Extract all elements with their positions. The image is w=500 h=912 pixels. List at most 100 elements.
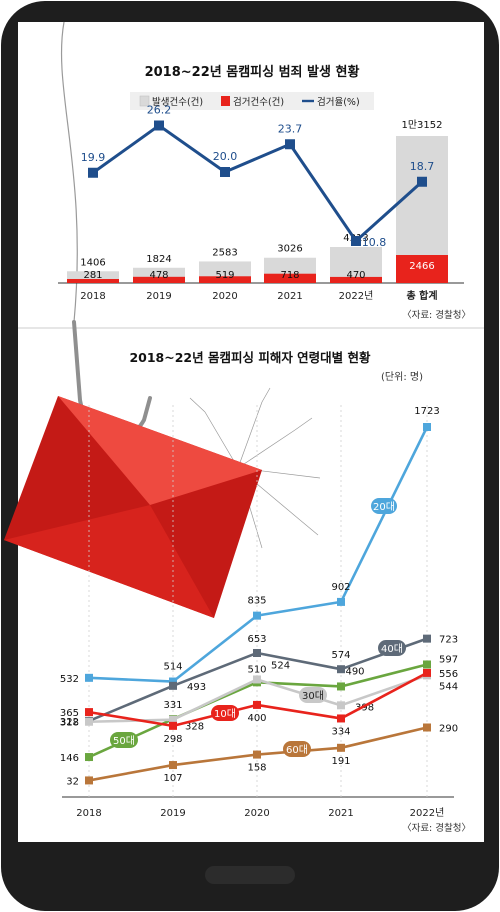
bar-arrest-1 — [133, 276, 185, 283]
point-5-1 — [169, 761, 177, 770]
x-tick-1: 2019 — [160, 808, 185, 819]
label-rate-2: 20.0 — [213, 150, 238, 163]
label-3-3: 398 — [355, 702, 374, 713]
point-rate-5 — [417, 176, 427, 187]
point-1-2 — [253, 648, 261, 657]
label-1-1: 493 — [187, 682, 206, 693]
chart1-legend: 발생건수(건) 검거건수(건) 검거율(%) — [130, 92, 374, 110]
label-arrest-5: 2466 — [409, 261, 434, 272]
label-4-4: 556 — [439, 669, 458, 680]
label-2-2: 510 — [247, 664, 266, 675]
label-occurrence-5: 1만3152 — [401, 119, 442, 131]
point-1-4 — [423, 634, 431, 643]
label-0-0: 532 — [60, 674, 79, 685]
chart2-title: 2018~22년 몸캠피싱 피해자 연령대별 현황 — [129, 350, 371, 365]
series-name-2: 50대 — [113, 735, 135, 747]
point-4-0 — [85, 708, 93, 717]
label-occurrence-0: 1406 — [80, 257, 105, 268]
point-0-0 — [85, 673, 93, 682]
series-name-1: 40대 — [381, 643, 403, 655]
legend-swatch-occurrence — [139, 95, 150, 107]
point-rate-0 — [88, 167, 98, 178]
point-0-2 — [253, 611, 261, 620]
envelope-icon — [4, 396, 262, 618]
legend-label-occurrence: 발생건수(건) — [152, 97, 203, 108]
label-rate-0: 19.9 — [81, 151, 106, 164]
point-1-3 — [337, 665, 345, 674]
label-5-4: 290 — [439, 723, 458, 734]
point-5-0 — [85, 776, 93, 785]
label-rate-4: 10.8 — [362, 236, 387, 249]
label-arrest-2: 519 — [215, 270, 234, 281]
series-badge-0 — [371, 498, 397, 514]
series-badge-5 — [283, 741, 311, 757]
label-5-3: 191 — [331, 756, 350, 767]
label-1-4: 723 — [439, 635, 458, 646]
x-tick-1: 2019 — [146, 291, 171, 302]
point-1-1 — [169, 681, 177, 690]
label-2-3: 490 — [345, 666, 364, 677]
bar-arrest-2 — [199, 276, 251, 283]
point-rate-2 — [220, 167, 230, 177]
label-arrest-1: 478 — [149, 270, 168, 281]
series-badge-1 — [378, 640, 406, 656]
point-2-4 — [423, 660, 431, 669]
point-2-3 — [337, 682, 345, 691]
chart2-unit: (단위: 명) — [381, 370, 423, 383]
x-tick-2: 2020 — [244, 808, 269, 819]
bar-arrest-3 — [264, 273, 316, 283]
label-5-0: 32 — [66, 776, 79, 787]
x-tick-5: 총 합계 — [406, 289, 437, 302]
label-rate-1: 26.2 — [147, 104, 172, 117]
label-5-2: 158 — [247, 763, 266, 774]
point-4-2 — [253, 700, 261, 709]
series-badge-2 — [110, 732, 138, 748]
label-2-1: 331 — [163, 700, 182, 711]
point-3-2 — [253, 675, 261, 684]
point-4-3 — [337, 714, 345, 723]
label-4-1: 298 — [163, 734, 182, 745]
x-tick-2: 2020 — [212, 291, 237, 302]
label-occurrence-1: 1824 — [146, 254, 171, 265]
label-3-0: 318 — [60, 718, 79, 729]
point-3-3 — [337, 701, 345, 710]
chart1-title: 2018~22년 몸캠피싱 범죄 발생 현황 — [145, 64, 360, 80]
series-name-5: 60대 — [286, 744, 308, 756]
point-4-4 — [423, 668, 431, 677]
label-4-0: 365 — [60, 708, 79, 719]
point-2-0 — [85, 753, 93, 762]
x-tick-4: 2022년 — [410, 807, 445, 819]
line-arrest-rate — [92, 124, 424, 243]
point-4-1 — [169, 721, 177, 730]
series-name-4: 10대 — [214, 708, 236, 720]
bar-arrest-0 — [67, 279, 119, 283]
point-5-4 — [423, 723, 431, 732]
series-name-0: 20대 — [373, 501, 395, 513]
bar-arrest-4 — [330, 276, 382, 283]
chart1-source: 〈자료: 경찰청〉 — [402, 309, 471, 321]
label-5-1: 107 — [163, 773, 182, 784]
x-tick-3: 2021 — [328, 808, 353, 819]
label-4-2: 400 — [247, 713, 266, 724]
x-tick-0: 2018 — [76, 808, 101, 819]
fishing-line — [60, 21, 78, 323]
point-3-0 — [85, 717, 93, 726]
label-occurrence-2: 2583 — [212, 247, 237, 258]
point-rate-4 — [351, 236, 361, 246]
label-occurrence-3: 3026 — [277, 244, 302, 255]
label-1-3: 574 — [331, 650, 350, 661]
label-4-3: 334 — [331, 726, 350, 737]
point-0-1 — [169, 677, 177, 686]
label-arrest-0: 281 — [83, 270, 102, 281]
point-3-1 — [169, 715, 177, 724]
point-rate-3 — [285, 139, 295, 150]
label-0-4: 1723 — [414, 406, 439, 417]
point-5-2 — [253, 750, 261, 759]
x-tick-0: 2018 — [80, 291, 105, 302]
label-0-2: 835 — [247, 596, 266, 607]
label-3-4: 544 — [439, 681, 458, 692]
point-rate-1 — [154, 120, 164, 131]
label-3-1: 328 — [185, 722, 204, 733]
label-2-4: 597 — [439, 654, 458, 665]
